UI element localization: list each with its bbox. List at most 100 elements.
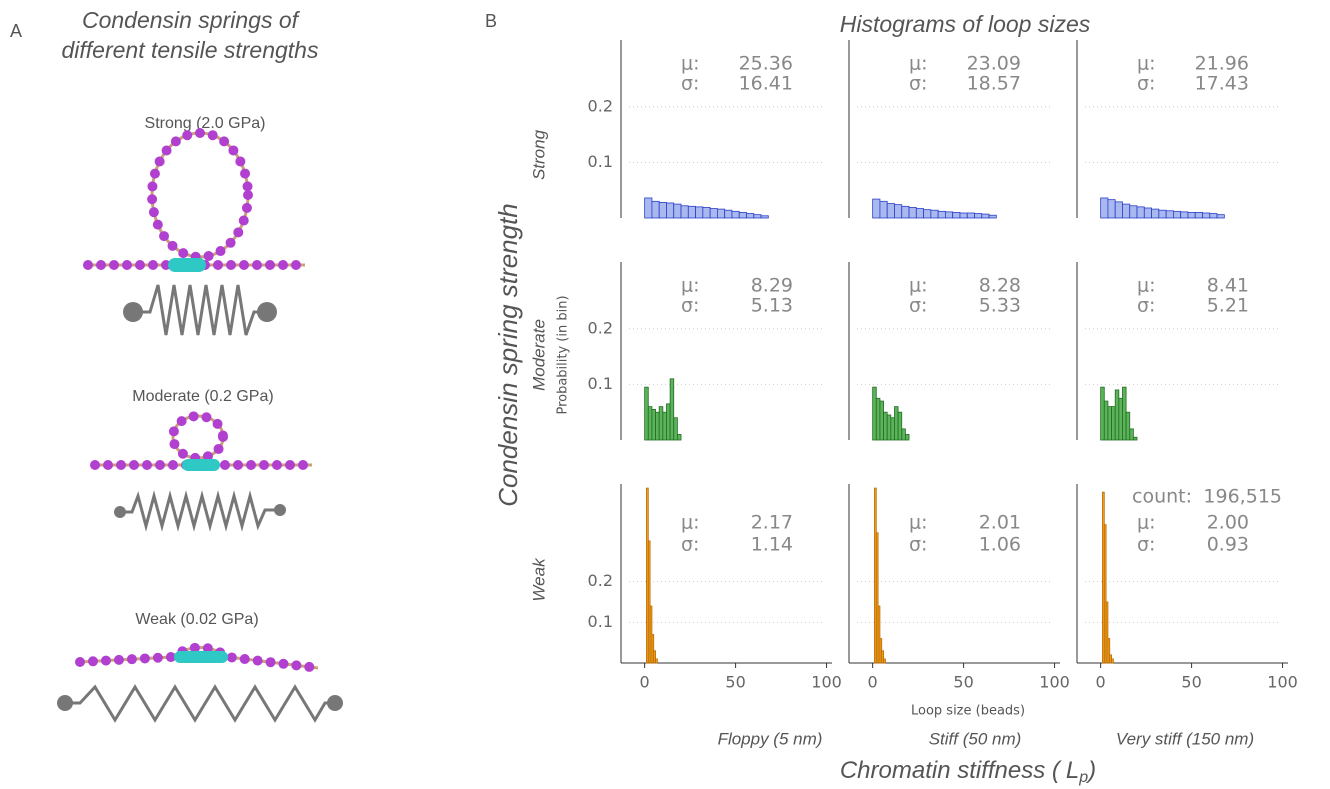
histogram-bar (1111, 406, 1116, 441)
mean-value: 23.09 (967, 53, 1021, 75)
x-tick-label: 100 (1267, 673, 1298, 692)
histogram-bar (937, 210, 946, 219)
histogram-bar (872, 198, 881, 219)
sd-value: 5.21 (1207, 295, 1249, 317)
histogram-bar (651, 200, 660, 219)
sd-label: σ: (681, 534, 699, 556)
histogram-bar (894, 406, 899, 441)
mean-label: μ: (909, 53, 928, 75)
histogram-bar (662, 411, 667, 441)
histogram-bar (894, 204, 903, 219)
histogram-bar (746, 213, 755, 219)
sd-value: 5.13 (751, 295, 793, 317)
histogram-bar (886, 414, 892, 441)
strong-illustration (83, 128, 310, 336)
histogram-bar (724, 209, 733, 219)
histogram-bar (901, 428, 906, 441)
y-axis-label: Probability (in bin) (556, 295, 571, 414)
histogram-bar (890, 417, 895, 441)
histogram-bar (915, 208, 924, 219)
histogram-bar (1132, 436, 1138, 441)
histogram-bar (1122, 203, 1131, 219)
histogram-bar (653, 650, 656, 664)
histogram-bar (738, 212, 747, 219)
histogram-bar (966, 212, 975, 219)
spring-label: Weak (0.02 GPa) (135, 611, 258, 628)
label-text: ) (1085, 757, 1096, 784)
histogram-bar (908, 207, 917, 219)
mean-value: 8.29 (751, 275, 793, 297)
panel-title: Histograms of loop sizes (840, 11, 1091, 37)
mean-label: μ: (909, 275, 928, 297)
histogram-bar (1107, 638, 1111, 664)
y-tick-label: 0.1 (588, 374, 613, 393)
column-label: Stiff (50 nm) (929, 729, 1022, 748)
histogram-bar (1216, 214, 1225, 219)
spring-label: Moderate (0.2 GPa) (132, 388, 273, 405)
mean-label: μ: (1137, 512, 1156, 534)
x-tick-label: 0 (640, 673, 650, 692)
label-subscript: p (1078, 769, 1088, 786)
panel-label: B (485, 11, 497, 31)
x-axis-label: Loop size (beads) (911, 704, 1025, 719)
sd-value: 18.57 (967, 73, 1021, 95)
histogram-bar (1209, 213, 1218, 219)
column-label: Very stiff (150 nm) (1116, 729, 1254, 748)
histogram-bar (1100, 197, 1109, 219)
sd-label: σ: (681, 73, 699, 95)
count-label: count: (1132, 486, 1192, 508)
y-tick-label: 0.2 (588, 571, 613, 590)
histogram-bar (651, 409, 656, 441)
histogram-bar (1103, 400, 1109, 441)
histogram-bar (1100, 386, 1105, 441)
histogram-bar (673, 417, 678, 441)
histogram-bar (687, 205, 696, 219)
mean-value: 8.41 (1207, 275, 1249, 297)
histogram-bar (647, 540, 651, 664)
histogram-bar (1103, 524, 1107, 664)
count-value: 196,515 (1203, 486, 1282, 508)
histogram-bar (1187, 212, 1196, 219)
moderate-illustration (90, 411, 317, 532)
histogram-bar (680, 205, 689, 219)
mean-value: 25.36 (739, 53, 793, 75)
histogram-bar (923, 209, 932, 219)
weak-illustration (57, 642, 343, 723)
histogram-bar (647, 406, 653, 441)
histogram-bar (1173, 210, 1182, 219)
histogram-bar (883, 658, 886, 664)
sd-label: σ: (681, 295, 699, 317)
histogram-bar (1118, 397, 1123, 441)
histogram-bar (644, 197, 653, 219)
mean-label: μ: (1137, 53, 1156, 75)
histogram-bar (1114, 389, 1120, 441)
histogram-bar (879, 200, 888, 219)
mean-label: μ: (681, 512, 700, 534)
mean-value: 2.17 (751, 512, 793, 534)
histogram-bar (875, 397, 881, 441)
histogram-bar (945, 211, 954, 219)
mean-value: 2.01 (979, 512, 1021, 534)
sd-value: 1.14 (751, 534, 793, 556)
histogram-bar (673, 203, 682, 219)
sd-value: 5.33 (979, 295, 1021, 317)
row-label: Strong (529, 129, 548, 180)
mean-label: μ: (909, 512, 928, 534)
histogram-bar (1114, 201, 1123, 219)
mean-label: μ: (681, 275, 700, 297)
histogram-bar (883, 411, 888, 441)
histogram-bar (897, 411, 903, 441)
histogram-bar (1180, 211, 1189, 219)
histogram-bar (658, 406, 664, 441)
histogram-bar (981, 213, 990, 219)
panel-title: different tensile strengths (62, 37, 319, 63)
histogram-bar (760, 215, 769, 219)
sd-value: 1.06 (979, 534, 1021, 556)
mean-label: μ: (681, 53, 700, 75)
histogram-bar (959, 212, 968, 219)
histogram-bar (1158, 209, 1167, 219)
histogram-bar (877, 605, 881, 664)
histogram-bar (1151, 208, 1160, 219)
